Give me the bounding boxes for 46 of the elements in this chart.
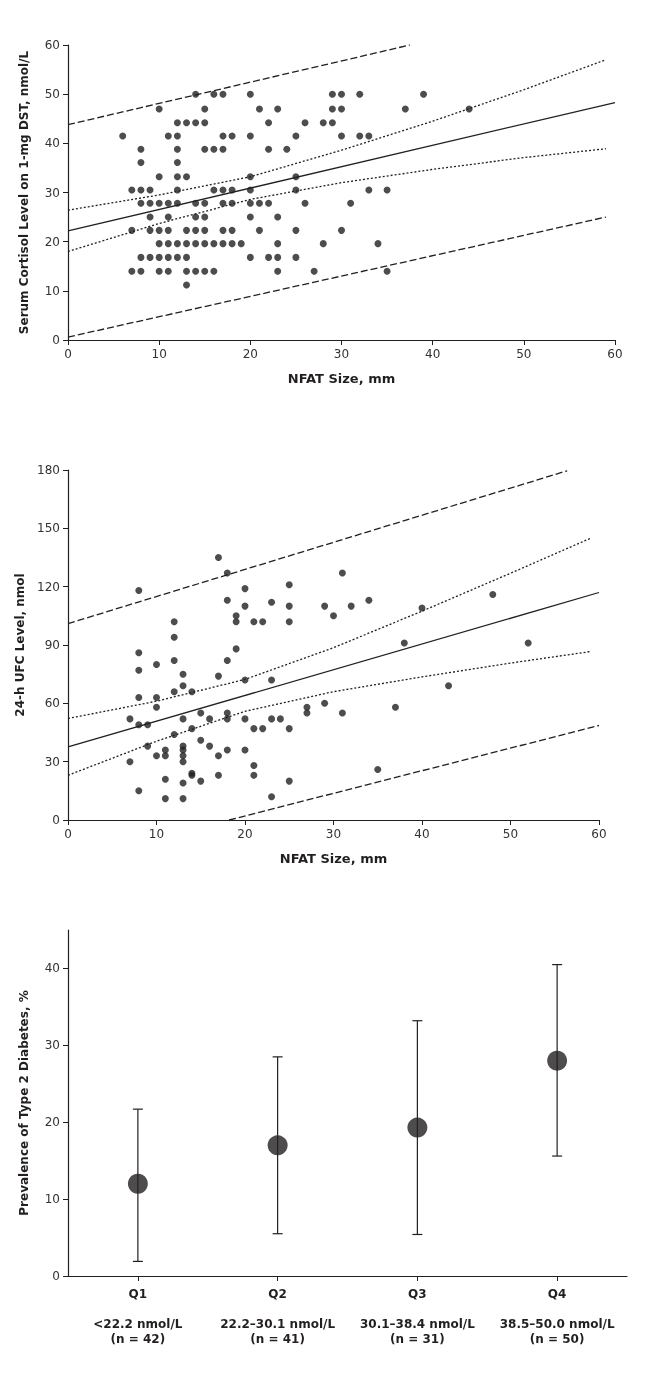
y-tick-label: 30 (44, 754, 60, 769)
category-label: Q1 <22.2 nmol/L (n = 42) (93, 1286, 183, 1346)
y-tick-label: 40 (44, 961, 60, 976)
point (267, 1135, 288, 1156)
x-tick-label: 20 (242, 347, 258, 361)
y-tick-label: 30 (44, 1038, 60, 1053)
x-tick-label: 60 (591, 827, 607, 841)
y-tick-label: 10 (44, 283, 60, 298)
y-axis-title: Serum Cortisol Level on 1-mg DST, nmol/L (17, 50, 31, 335)
x-tick-label: 0 (64, 827, 72, 841)
x-tick-label: 0 (64, 347, 72, 361)
y-tick-label: 20 (44, 234, 60, 249)
x-axis-title: NFAT Size, mm (287, 371, 396, 386)
x-tick-label: 50 (502, 827, 519, 841)
y-tick-label: 60 (44, 696, 60, 711)
category-label: Q2 22.2–30.1 nmol/L (n = 41) (220, 1286, 336, 1346)
y-tick-label: 0 (52, 1269, 60, 1283)
y-tick-label: 150 (37, 521, 60, 536)
point (547, 1050, 568, 1071)
y-tick-label: 50 (44, 87, 60, 102)
point (407, 1117, 428, 1138)
y-tick-label: 0 (52, 813, 60, 827)
y-axis-title: 24-h UFC Level, nmol (13, 573, 28, 717)
x-tick-label: 40 (425, 347, 441, 361)
x-tick-label: 60 (607, 347, 623, 361)
x-tick-label: 40 (414, 827, 430, 841)
x-tick-label: 10 (148, 827, 165, 841)
x-tick-label: 20 (237, 827, 253, 841)
x-tick-label: 30 (325, 827, 342, 841)
category-label: Q3 30.1–38.4 nmol/L (n = 31) (359, 1286, 475, 1346)
y-tick-label: 120 (37, 579, 60, 594)
x-tick-label: 30 (333, 347, 350, 361)
y-tick-label: 40 (44, 136, 60, 151)
x-axis-title: NFAT Size, mm (279, 851, 388, 866)
x-tick-label: 50 (516, 347, 532, 361)
point (127, 1173, 148, 1194)
y-tick-label: 20 (44, 1115, 60, 1130)
x-tick-label: 10 (151, 347, 167, 361)
y-axis-title: Prevalence of Type 2 Diabetes, % (17, 990, 31, 1216)
category-label: Q4 38.5–50.0 nmol/L (n = 50) (499, 1286, 615, 1346)
y-tick-label: 90 (44, 638, 60, 652)
y-tick-label: 60 (44, 38, 60, 52)
y-tick-label: 10 (44, 1192, 60, 1207)
y-tick-label: 180 (37, 463, 60, 477)
y-tick-label: 30 (44, 185, 60, 200)
y-tick-label: 0 (52, 333, 60, 347)
